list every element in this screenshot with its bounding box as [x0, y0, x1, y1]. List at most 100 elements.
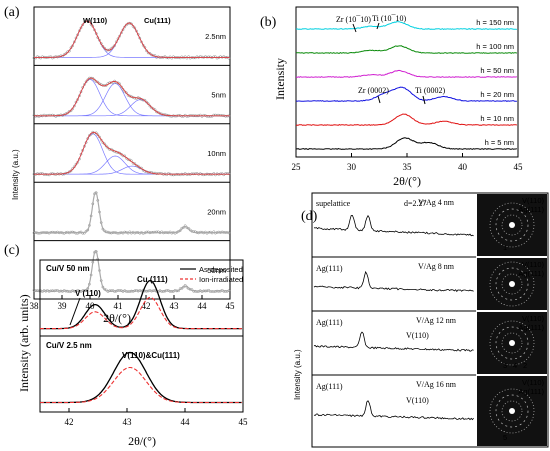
panel-a-peak-label-w110: W(110): [83, 16, 108, 25]
panel-a-data-point: [170, 114, 174, 118]
panel-a-data-point: [104, 144, 108, 148]
panel-a-xtick-label: 43: [170, 301, 180, 311]
panel-a-data-point: [212, 55, 216, 59]
panel-d-saed-center: [509, 222, 515, 228]
panel-d-saed-center: [509, 281, 515, 287]
panel-a-data-point: [219, 113, 222, 117]
panel-b-arrow-zr1010: [352, 23, 357, 33]
panel-a-xtick-label: 38: [30, 301, 40, 311]
panel-d-subplot-title: V/Ag 4 nm: [418, 198, 455, 207]
panel-a-fit-line: [34, 191, 230, 234]
panel-d-label: (d): [301, 209, 318, 224]
panel-a-data-point: [214, 55, 217, 59]
panel-c-series-asdep: [40, 279, 242, 330]
panel-d-saed-ring: [489, 320, 535, 366]
panel-b: (b) 25 30 35 40 45 h = 150 nm h = 100 nm h = 5…: [260, 6, 523, 188]
panel-c-xtick-label: 42: [65, 417, 74, 427]
panel-a-series-10nm: [32, 130, 231, 177]
panel-d-annotation: Ag(111): [316, 318, 343, 327]
panel-b-series-h=10nm: [295, 113, 517, 126]
panel-c-legend-ionirr: Ion-irradiated: [199, 275, 243, 284]
panel-c-peak-cu111: Cu (111): [137, 275, 168, 284]
panel-a-data-point: [207, 55, 211, 59]
panel-d-saed-label: Ag(111): [518, 205, 544, 214]
panel-b-xlabel: 2θ/(°): [393, 174, 421, 188]
panel-a-data-point: [111, 45, 115, 49]
panel-a-data-point: [96, 133, 100, 137]
panel-b-annot-ti0002: Ti (0002): [415, 86, 445, 95]
panel-a-data-point: [66, 111, 69, 115]
panel-a-data-point: [205, 114, 209, 118]
panel-d-saed-ring: [501, 273, 523, 295]
panel-b-series-label: h = 150 nm: [476, 18, 514, 27]
panel-b-xtick-label: 40: [458, 162, 468, 172]
panel-a-data-point: [39, 172, 43, 176]
panel-c-peak-v110: V (110): [75, 289, 101, 298]
panel-d-saed-label: Ag(111): [518, 387, 544, 396]
panel-a-data-point: [198, 172, 202, 176]
panel-d-subplot-title: V/Ag 8 nm: [418, 262, 455, 271]
panel-a-series-label: 10nm: [207, 149, 226, 158]
panel-a-data-point: [120, 152, 123, 156]
panel-a-ylabel: Intensity (a.u.): [11, 149, 20, 200]
panel-a-data-point: [98, 135, 101, 139]
panel-a-data-point: [120, 85, 123, 89]
panel-a-fit-line: [34, 20, 230, 58]
panel-c-title-top: Cu/V 50 nm: [46, 264, 90, 273]
panel-a-data-point: [51, 172, 54, 175]
panel-a-fit-component: [34, 155, 230, 175]
panel-a-data-point: [69, 169, 73, 173]
panel-a-data-point: [145, 100, 148, 104]
panel-b-series-label: h = 50 nm: [480, 66, 514, 75]
panel-a-series-label: 2.5nm: [205, 32, 226, 41]
panel-a-data-point: [41, 55, 44, 59]
panel-d-subplot-title: V/Ag 12 nm: [416, 316, 457, 325]
panel-a-data-point: [125, 23, 128, 27]
panel-a-data-point: [209, 115, 212, 118]
panel-d-saed-ring: [501, 400, 523, 422]
panel-a-series-20nm: [32, 191, 231, 235]
panel-b-annot-zr0002: Zr (0002): [358, 86, 389, 95]
panel-a-fit-line: [34, 77, 230, 117]
panel-a-data-point: [177, 113, 180, 117]
panel-a-data-point: [178, 173, 182, 177]
panel-d-saed-ring: [489, 388, 535, 434]
panel-a-frame: [33, 6, 231, 300]
panel-d-saed-ring: [495, 326, 529, 360]
panel-b-arrow-ti0002: [422, 95, 426, 105]
panel-b-series-h=20nm: [295, 86, 517, 102]
panel-a-xtick-label: 44: [198, 301, 208, 311]
panel-d-frame: [311, 192, 549, 448]
panel-a-data-point: [88, 134, 91, 137]
panel-a-data-point: [207, 115, 211, 118]
panel-a-data-point: [215, 113, 219, 117]
panel-c-xtick-label: 44: [181, 417, 191, 427]
panel-b-xtick-label: 25: [292, 162, 302, 172]
panel-d-annotation: V(110): [406, 396, 429, 405]
panel-d-annotation: Ag(111): [316, 382, 343, 391]
panel-a-data-point: [128, 94, 132, 98]
panel-a-data-point: [183, 55, 187, 59]
panel-a-data-point: [180, 114, 184, 118]
panel-a-data-point: [224, 172, 227, 175]
panel-a-data-point: [170, 173, 174, 177]
panel-d-saed-ring: [489, 261, 535, 307]
panel-d-saed-label: 1: [503, 243, 507, 252]
panel-a-data-point: [227, 172, 231, 176]
panel-d-saed-label: 2: [523, 361, 527, 370]
panel-a-data-point: [101, 44, 105, 48]
panel-d-annotation: supelattice: [316, 199, 351, 208]
panel-a-data-point: [84, 80, 88, 84]
panel-a-data-point: [46, 173, 49, 177]
panel-a-fit-component: [34, 133, 230, 175]
panel-c-title-bottom: Cu/V 2.5 nm: [46, 341, 92, 350]
panel-b-ylabel: Intensity: [273, 58, 287, 100]
panel-a-fit-line: [34, 131, 230, 175]
panel-d-xrd-profile: [313, 214, 474, 237]
panel-a-data-point: [130, 22, 133, 26]
panel-a-data-point: [185, 173, 189, 177]
panel-a-xtick-label: 45: [226, 301, 236, 311]
panel-a-data-point: [81, 23, 85, 27]
